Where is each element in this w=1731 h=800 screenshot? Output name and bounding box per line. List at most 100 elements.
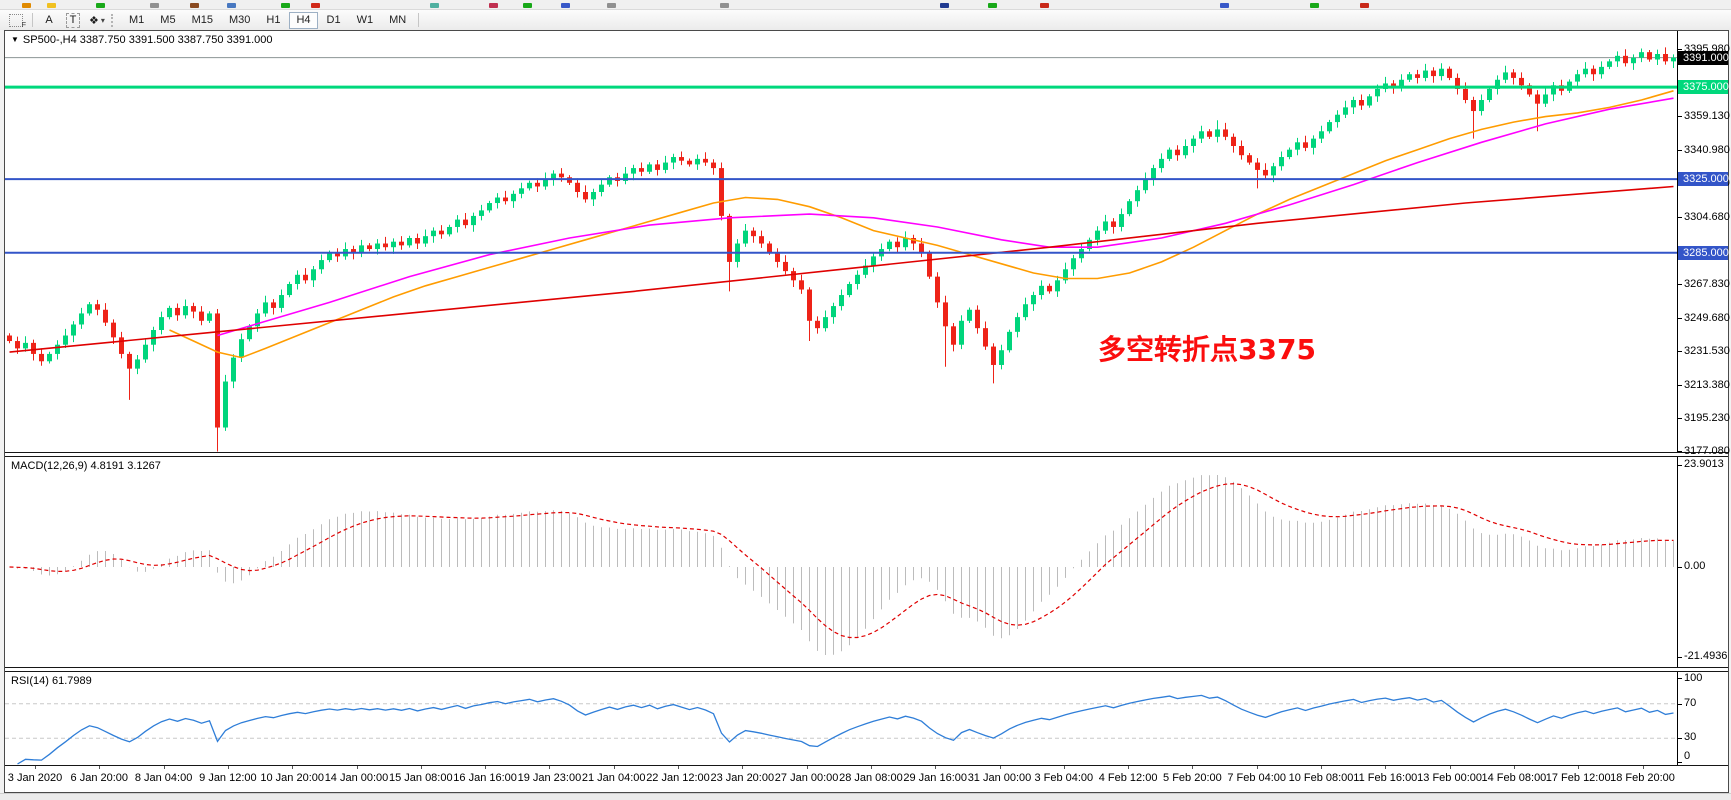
time-label: 8 Jan 04:00: [134, 772, 193, 784]
clipped-toolbar-icon: [96, 3, 105, 8]
candlesticks: [7, 47, 1676, 452]
time-label: 29 Jan 16:00: [903, 772, 967, 784]
time-label: 27 Jan 00:00: [774, 772, 839, 784]
price-tick: 3340.980: [1684, 144, 1730, 156]
price-tick: 3249.680: [1684, 312, 1730, 324]
clipped-toolbar-icon: [22, 3, 31, 8]
main-chart-area[interactable]: ▼ SP500-,H4 3387.750 3391.500 3387.750 33…: [5, 31, 1677, 452]
timeframe-d1[interactable]: D1: [326, 13, 341, 26]
clipped-toolbar-icon: [607, 3, 616, 8]
macd-histogram: [17, 475, 1674, 655]
clipped-toolbar-icon: [311, 3, 320, 8]
chart-title-text: SP500-,H4 3387.750 3391.500 3387.750 339…: [22, 34, 273, 46]
rsi-scale[interactable]: 100 70 30 0: [1677, 672, 1728, 765]
time-label: 23 Jan 20:00: [710, 772, 775, 784]
time-label: 4 Feb 12:00: [1098, 772, 1158, 784]
time-label: 15 Jan 08:00: [388, 772, 453, 784]
price-badge-3391.000: 3391.000: [1678, 51, 1729, 65]
timeframe-m1[interactable]: M1: [129, 13, 145, 26]
time-label: 6 Jan 20:00: [70, 772, 129, 784]
price-badge-3285.000: 3285.000: [1678, 246, 1729, 260]
macd-axis-zero: 0.00: [1684, 560, 1706, 572]
chart-title: ▼ SP500-,H4 3387.750 3391.500 3387.750 33…: [11, 34, 272, 46]
clipped-toolbar-icon: [561, 3, 570, 8]
rsi-value: 61.7989: [51, 675, 92, 687]
time-label: 11 Feb 16:00: [1353, 772, 1418, 784]
timeframe-mn[interactable]: MN: [389, 13, 407, 26]
horizontal-scroll-strip: [0, 793, 1731, 800]
macd-axis-min: -21.4936: [1684, 650, 1728, 662]
macd-panel[interactable]: MACD(12,26,9) 4.8191 3.1267: [5, 457, 1677, 667]
indicator-window-icon[interactable]: F: [6, 12, 26, 29]
rsi-name: RSI(14): [11, 675, 49, 687]
price-tick: 3267.830: [1684, 278, 1730, 290]
price-badge-3325.000: 3325.000: [1678, 172, 1729, 186]
time-label: 10 Jan 20:00: [260, 772, 324, 784]
rsi-levels: [5, 703, 1677, 739]
rsi-label: RSI(14) 61.7989: [11, 675, 92, 687]
time-label: 17 Feb 12:00: [1545, 772, 1611, 784]
time-label: 14 Jan 00:00: [324, 772, 389, 784]
ma-mid: [217, 97, 1674, 337]
timeframe-h4[interactable]: H4: [289, 11, 318, 29]
macd-signal-line: [9, 483, 1674, 639]
price-badge-3375.000: 3375.000: [1678, 80, 1729, 94]
chevron-down-icon: ▾: [100, 15, 105, 25]
time-label: 18 Feb 20:00: [1610, 772, 1675, 784]
macd-signal-value: 3.1267: [127, 460, 161, 472]
clipped-toolbar-icon: [150, 3, 159, 8]
text-box-tool-icon[interactable]: T: [63, 12, 83, 28]
rsi-plot[interactable]: [5, 672, 1677, 765]
time-axis[interactable]: 3 Jan 2020 6 Jan 20:00 8 Jan 04:00 9 Jan 12…: [5, 765, 1728, 792]
price-tick: 3177.080: [1684, 445, 1730, 457]
macd-label: MACD(12,26,9) 4.8191 3.1267: [11, 460, 161, 472]
timeframe-h1[interactable]: H1: [266, 13, 281, 26]
ma-slow: [9, 185, 1674, 353]
timeframe-m30[interactable]: M30: [228, 13, 251, 26]
time-label: 13 Feb 00:00: [1417, 772, 1483, 784]
macd-main-value: 4.8191: [90, 460, 125, 472]
toolbar-drag-handle[interactable]: [111, 13, 116, 27]
time-label: 7 Feb 04:00: [1227, 772, 1287, 784]
toolbar: F A T ❖ ▾ M1 M5 M15 M30 H1 H4 D1 W1 MN: [0, 10, 1731, 30]
macd-plot[interactable]: [5, 457, 1677, 667]
time-label: 3 Feb 04:00: [1034, 772, 1094, 784]
rsi-axis-70: 70: [1684, 697, 1697, 709]
rsi-line: [17, 694, 1674, 765]
clipped-toolbar-icon: [489, 3, 498, 8]
chart-window: ▼ SP500-,H4 3387.750 3391.500 3387.750 33…: [4, 30, 1730, 793]
clipped-toolbar-icon: [720, 3, 729, 8]
clipped-toolbar-icon: [430, 3, 439, 8]
rsi-panel[interactable]: RSI(14) 61.7989: [5, 672, 1677, 765]
rsi-axis-0: 0: [1684, 750, 1691, 762]
timeframe-w1[interactable]: W1: [356, 13, 374, 26]
arrow-objects-icon[interactable]: ❖ ▾: [89, 14, 105, 27]
candlestick-plot[interactable]: [5, 31, 1677, 452]
time-label: 3 Jan 2020: [7, 772, 63, 784]
clipped-toolbar-row: [0, 0, 1731, 10]
time-label: 21 Jan 04:00: [581, 772, 646, 784]
chart-annotation-text: 多空转折点3375: [1098, 333, 1316, 366]
macd-scale[interactable]: 23.9013 0.00 -21.4936: [1677, 457, 1728, 667]
clipped-toolbar-icon: [1310, 3, 1319, 8]
toolbar-tools: F A T ❖ ▾: [4, 12, 109, 29]
clipped-toolbar-icon: [1040, 3, 1049, 8]
macd-name: MACD(12,26,9): [11, 460, 88, 472]
price-scale[interactable]: 3395.9803359.1303340.9803322.8303304.680…: [1677, 31, 1730, 457]
panel-splitter[interactable]: [5, 667, 1728, 672]
panel-splitter[interactable]: [5, 452, 1728, 457]
price-tick: 3213.380: [1684, 379, 1730, 391]
time-label: 10 Feb 08:00: [1288, 772, 1354, 784]
text-label-tool-icon[interactable]: A: [45, 14, 53, 26]
clipped-toolbar-icon: [940, 3, 949, 8]
timeframe-m15[interactable]: M15: [191, 13, 213, 26]
timeframe-buttons: M1 M5 M15 M30 H1 H4 D1 W1 MN: [121, 11, 414, 29]
time-label: 5 Feb 20:00: [1163, 772, 1222, 784]
time-label: 16 Jan 16:00: [453, 772, 517, 784]
clipped-toolbar-icon: [227, 3, 236, 8]
timeframe-m5[interactable]: M5: [160, 13, 176, 26]
macd-axis-max: 23.9013: [1684, 458, 1724, 470]
collapse-arrow-icon[interactable]: ▼: [11, 35, 19, 44]
clipped-toolbar-icon: [988, 3, 997, 8]
time-label: 14 Feb 08:00: [1481, 772, 1547, 784]
